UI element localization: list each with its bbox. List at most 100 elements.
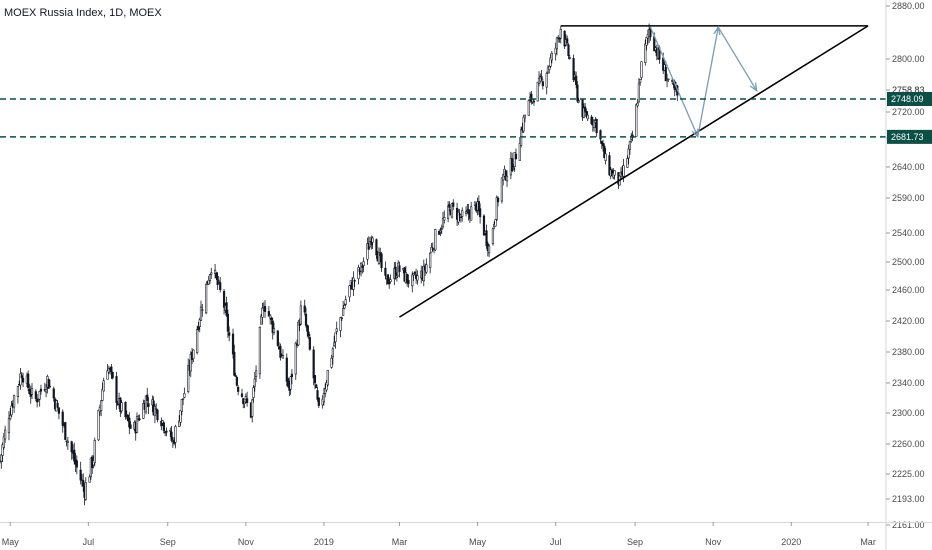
x-tick-label: Sep xyxy=(160,537,176,547)
candle-body xyxy=(512,168,515,170)
candle-body xyxy=(322,393,326,403)
candle-body xyxy=(540,76,543,80)
drawing-layer[interactable] xyxy=(399,25,869,318)
candle-body xyxy=(70,441,73,453)
candle-body xyxy=(297,321,300,346)
candle-body xyxy=(513,151,516,167)
candle-body xyxy=(196,329,199,353)
candle-body xyxy=(600,141,603,145)
candle-body xyxy=(231,333,235,355)
candle-body xyxy=(73,449,76,462)
candle-body xyxy=(254,370,258,377)
y-tick-label: 2193.00 xyxy=(892,494,925,504)
x-tick-label: May xyxy=(2,537,20,547)
candle-layer xyxy=(0,23,679,506)
candle-body xyxy=(342,308,345,316)
candle-body xyxy=(179,410,182,423)
candle-body xyxy=(548,66,551,71)
candle-body xyxy=(576,84,579,102)
y-tick-label: 2161.00 xyxy=(892,520,925,530)
candle-body xyxy=(585,110,588,117)
time-axis[interactable]: May Jul Sep Nov 2019 Mar May Jul Sep Nov 2020 Mar xyxy=(0,522,932,547)
candle-body xyxy=(316,390,319,400)
y-tick-label: 2800.00 xyxy=(892,54,925,64)
candle-body xyxy=(487,245,491,254)
candle-body xyxy=(44,389,48,393)
candle-body xyxy=(217,281,221,283)
candle-body xyxy=(330,357,333,368)
candle-body xyxy=(156,409,159,421)
candle-body xyxy=(213,269,217,275)
candle-body xyxy=(667,78,670,80)
candle-body xyxy=(178,420,181,427)
candle-body xyxy=(10,405,13,416)
candle-body xyxy=(398,265,401,272)
candle-body xyxy=(205,283,208,314)
candle-body xyxy=(30,388,34,395)
candle-body xyxy=(110,366,113,373)
candle-body xyxy=(235,377,238,386)
projection-segment[interactable] xyxy=(697,27,719,137)
candle-body xyxy=(290,373,294,378)
candle-body xyxy=(388,282,391,285)
projection-segment[interactable] xyxy=(717,26,758,92)
candle-body xyxy=(270,317,273,320)
candle-body xyxy=(464,211,468,214)
candle-body xyxy=(64,422,67,440)
candle-body xyxy=(333,342,336,347)
candle-body xyxy=(286,378,290,387)
candle-body xyxy=(88,476,91,483)
candle-body xyxy=(28,389,31,394)
candle-body xyxy=(467,209,470,215)
candle-body xyxy=(325,382,328,391)
candle-body xyxy=(645,37,648,46)
candle-body xyxy=(201,309,204,311)
candle-body xyxy=(627,148,630,159)
candle-body xyxy=(267,311,270,317)
candle-body xyxy=(181,398,185,400)
candle-body xyxy=(389,279,392,283)
price-axis[interactable]: 2880.002800.002758.832720.002680.002640.… xyxy=(885,0,932,550)
candle-body xyxy=(530,93,533,102)
candle-body xyxy=(637,83,640,103)
candle-body xyxy=(406,273,409,283)
candle-body xyxy=(272,328,276,333)
candle-body xyxy=(549,57,552,67)
candle-body xyxy=(16,386,20,397)
candle-body xyxy=(79,469,82,481)
candle-body xyxy=(482,215,486,236)
candle-body xyxy=(125,414,128,416)
candle-body xyxy=(558,37,561,40)
support-trendline[interactable] xyxy=(399,25,869,318)
candle-body xyxy=(447,205,450,219)
candle-body xyxy=(52,388,55,399)
candle-body xyxy=(457,211,460,223)
x-tick-label: Mar xyxy=(392,537,408,547)
candle-body xyxy=(180,399,183,412)
candle-body xyxy=(326,369,329,386)
candle-body xyxy=(84,482,87,500)
level-layer[interactable] xyxy=(0,98,886,138)
candle-body xyxy=(285,357,288,382)
candle-body xyxy=(260,315,263,325)
candle-body xyxy=(485,230,488,247)
candle-body xyxy=(183,393,186,398)
candle-body xyxy=(9,414,12,420)
price-badge-label: 2681.73 xyxy=(891,132,924,142)
candle-body xyxy=(416,275,419,281)
candle-body xyxy=(226,313,230,332)
candle-body xyxy=(252,387,255,398)
candle-body xyxy=(592,119,596,128)
candle-body xyxy=(441,218,445,228)
candle-body xyxy=(527,100,530,116)
candle-body xyxy=(586,114,589,120)
candle-body xyxy=(425,264,428,273)
candle-body xyxy=(344,299,347,305)
candle-body xyxy=(545,73,548,88)
projection-segment[interactable] xyxy=(649,26,699,137)
x-tick-label: 2020 xyxy=(781,537,801,547)
candle-body xyxy=(495,197,498,220)
candle-body xyxy=(644,43,647,63)
